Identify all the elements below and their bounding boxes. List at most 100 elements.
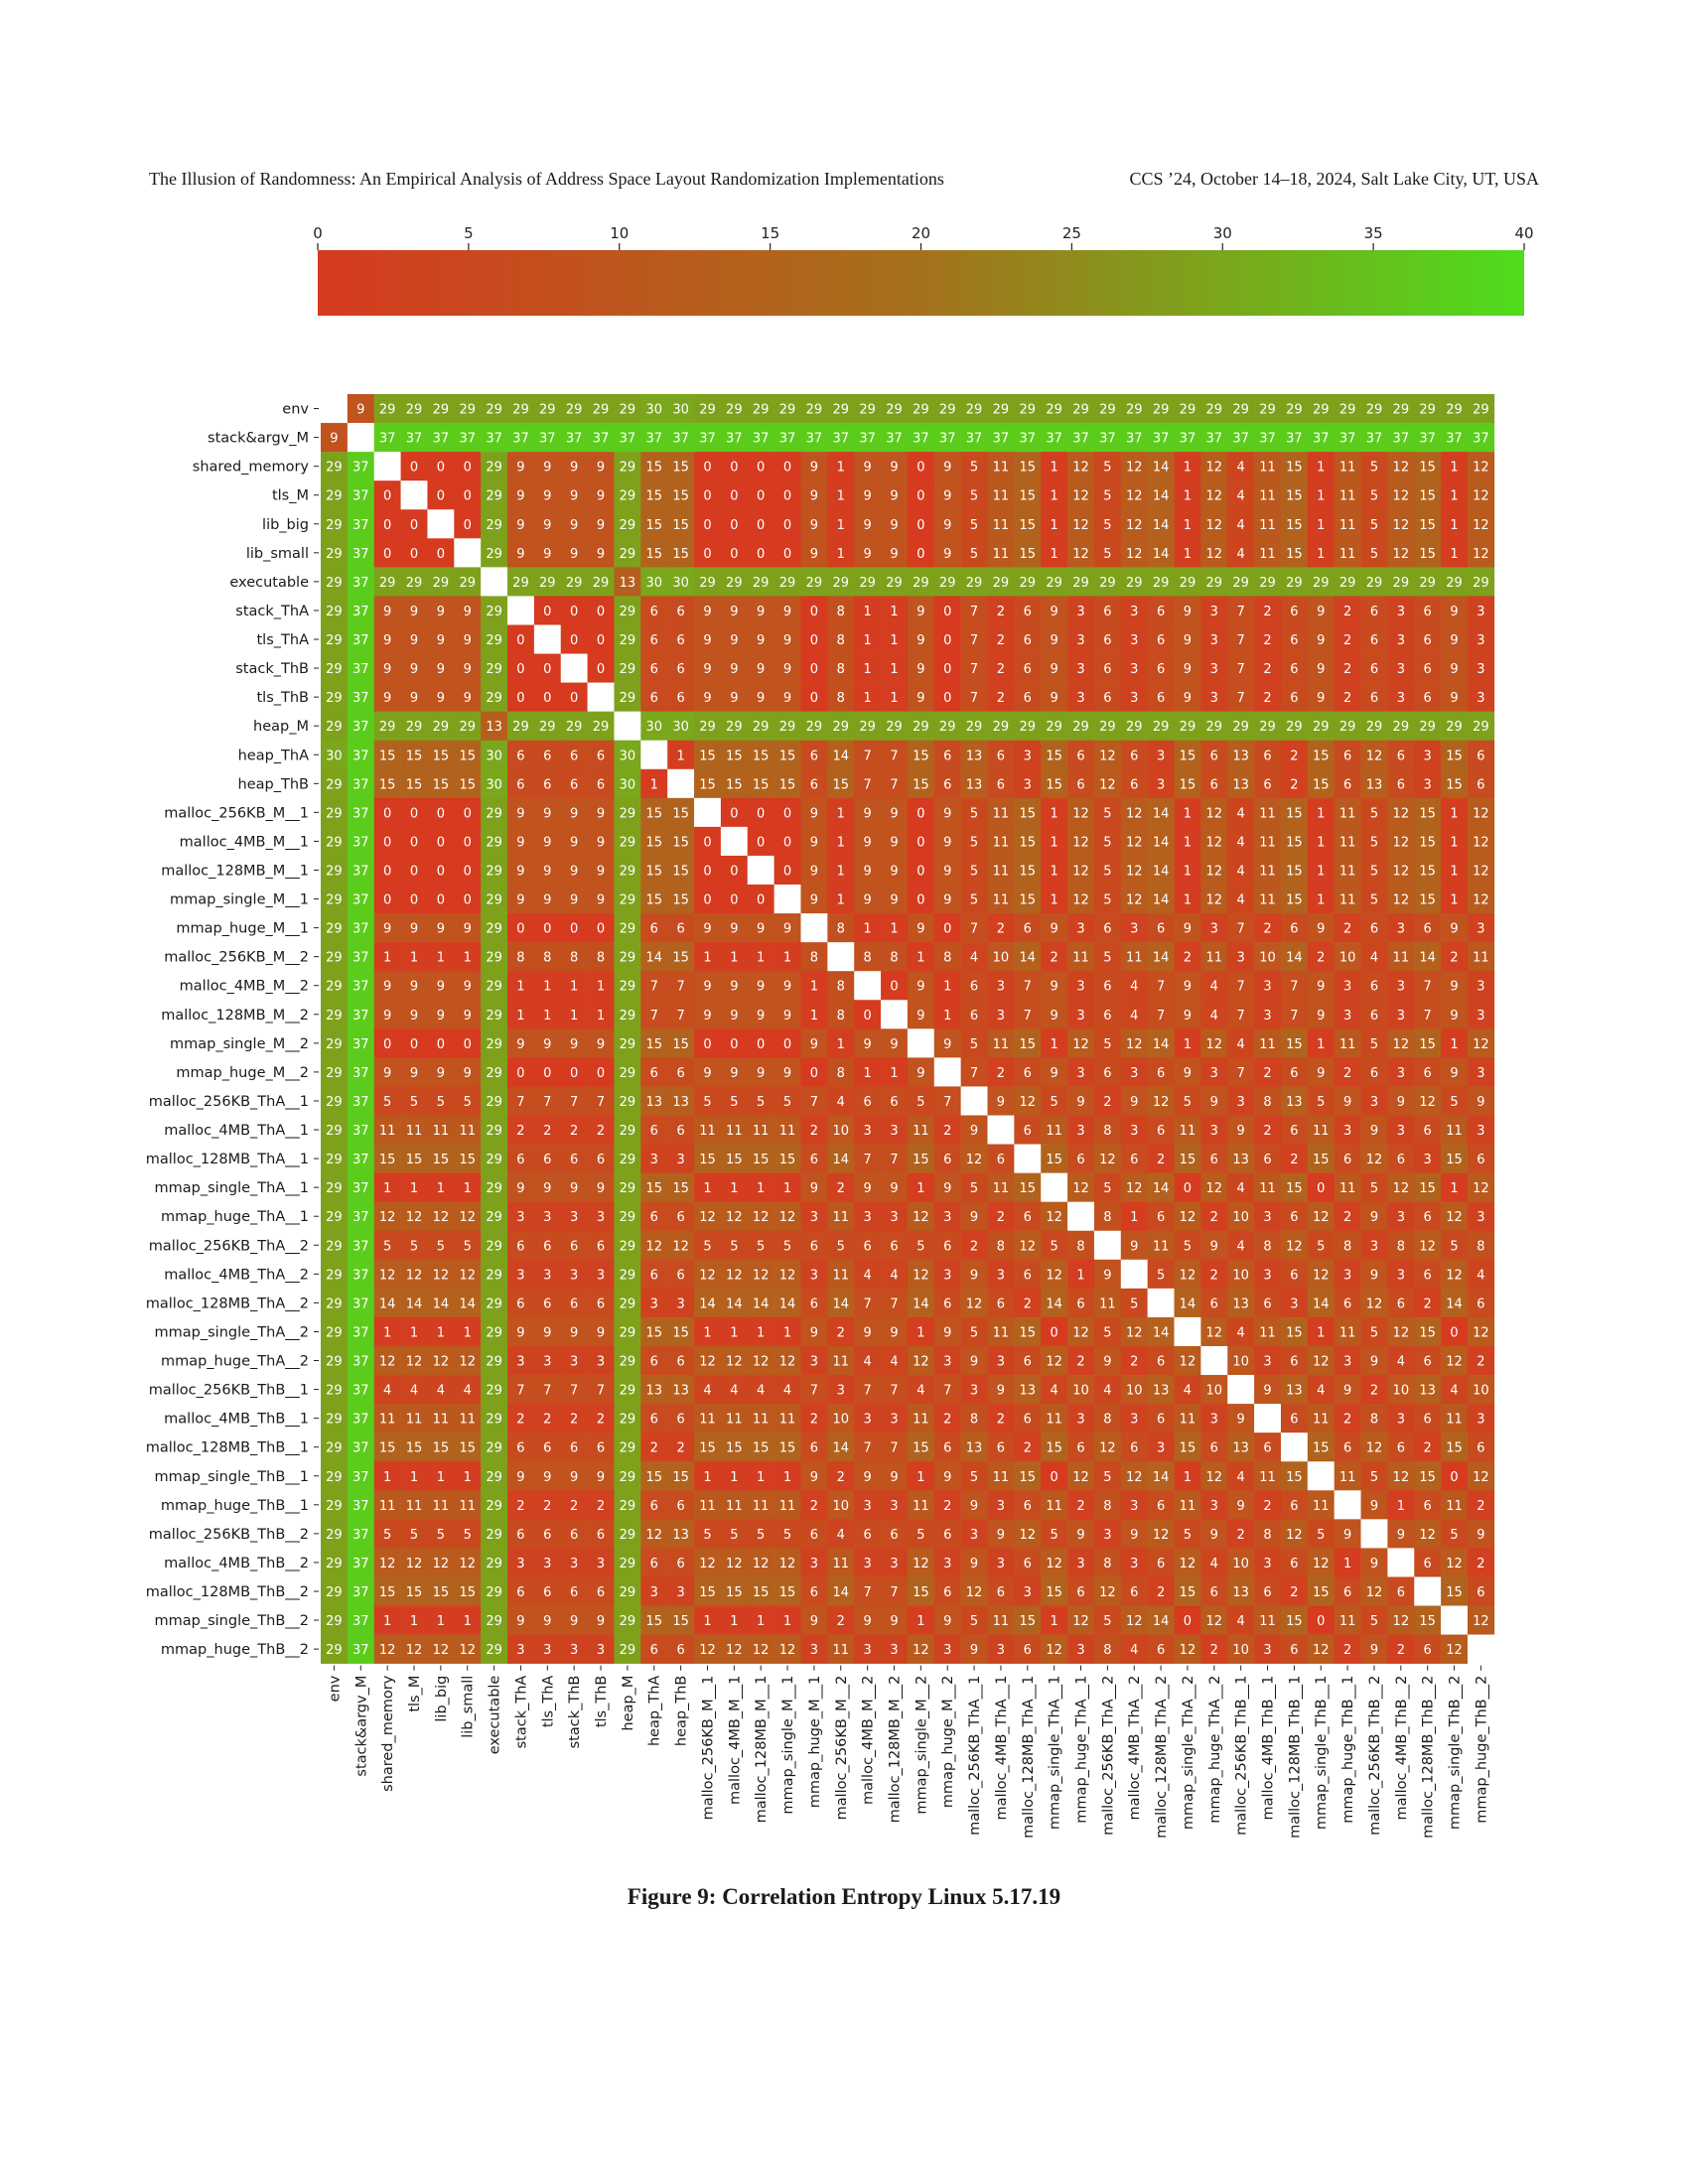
heatmap-cell bbox=[1280, 538, 1309, 568]
heatmap-cell-value: 8 bbox=[837, 605, 845, 619]
heatmap-cell-value: 37 bbox=[352, 951, 369, 966]
heatmap-cell bbox=[1200, 480, 1228, 510]
heatmap-cell bbox=[747, 538, 774, 568]
heatmap-cell-value: 12 bbox=[433, 1355, 450, 1370]
x-tick-label: malloc_128MB_ThB__1 bbox=[1287, 1676, 1303, 1839]
heatmap-cell-value: 37 bbox=[352, 605, 369, 619]
heatmap-cell-value: 3 bbox=[810, 1557, 818, 1571]
heatmap-cell-value: 12 bbox=[406, 1355, 423, 1370]
heatmap-cell-value: 3 bbox=[1076, 1643, 1084, 1658]
heatmap-cell bbox=[1041, 509, 1068, 539]
heatmap-cell-value: 6 bbox=[1157, 633, 1165, 648]
heatmap-cell-value: 37 bbox=[913, 432, 929, 447]
heatmap-cell-value: 6 bbox=[516, 1528, 524, 1543]
heatmap-cell bbox=[1387, 567, 1415, 597]
heatmap-cell-value: 9 bbox=[970, 1499, 978, 1514]
heatmap-cell-value: 12 bbox=[406, 1210, 423, 1225]
heatmap-cell-value: 15 bbox=[726, 777, 743, 792]
heatmap-cell-value: 11 bbox=[1046, 1413, 1062, 1428]
heatmap-cell-value: 9 bbox=[597, 806, 605, 821]
heatmap-cell-value: 9 bbox=[783, 980, 791, 995]
heatmap-cell-value: 37 bbox=[779, 432, 796, 447]
heatmap-cell-value: 9 bbox=[757, 605, 765, 619]
heatmap-cell bbox=[907, 452, 935, 481]
heatmap-cell-value: 5 bbox=[1103, 547, 1111, 562]
heatmap-cell-value: 2 bbox=[1450, 951, 1458, 966]
heatmap-cell-value: 1 bbox=[1317, 835, 1325, 850]
heatmap-cell-value: 29 bbox=[1072, 576, 1089, 591]
heatmap-cell-value: 1 bbox=[1397, 1499, 1405, 1514]
heatmap-cell bbox=[507, 538, 535, 568]
heatmap-cell-value: 6 bbox=[650, 1124, 658, 1139]
heatmap-cell-value: 4 bbox=[1237, 1325, 1245, 1340]
heatmap-cell-value: 9 bbox=[464, 1009, 472, 1024]
heatmap-cell-value: 7 bbox=[890, 1153, 898, 1167]
heatmap-cell-value: 3 bbox=[1424, 1153, 1432, 1167]
heatmap-cell-value: 8 bbox=[1343, 1239, 1351, 1254]
heatmap-cell-value: 2 bbox=[1263, 1499, 1271, 1514]
heatmap-cell-value: 29 bbox=[486, 1325, 502, 1340]
heatmap-cell-value: 5 bbox=[970, 893, 978, 908]
heatmap-cell-value: 37 bbox=[352, 1643, 369, 1658]
heatmap-cell-value: 15 bbox=[779, 1585, 796, 1600]
heatmap-cell-value: 9 bbox=[1317, 605, 1325, 619]
heatmap-cell-value: 3 bbox=[543, 1210, 551, 1225]
heatmap-cell-value: 2 bbox=[597, 1413, 605, 1428]
heatmap-cell-value: 37 bbox=[1286, 432, 1303, 447]
heatmap-cell-value: 12 bbox=[1072, 893, 1089, 908]
heatmap-cell-value: 15 bbox=[1020, 1037, 1037, 1052]
heatmap-cell bbox=[1014, 509, 1042, 539]
heatmap-cell-value: 6 bbox=[570, 1585, 578, 1600]
heatmap-cell-value: 9 bbox=[1370, 1355, 1378, 1370]
heatmap-cell-value: 12 bbox=[1446, 1643, 1463, 1658]
heatmap-cell-value: 5 bbox=[970, 518, 978, 533]
heatmap-cell-value: 29 bbox=[486, 1643, 502, 1658]
heatmap-cell-value: 1 bbox=[570, 1009, 578, 1024]
x-tick-label: malloc_256KB_M__2 bbox=[834, 1676, 850, 1821]
heatmap-cell-value: 7 bbox=[1237, 1066, 1245, 1081]
heatmap-cell-value: 9 bbox=[383, 633, 391, 648]
heatmap-cell-value: 6 bbox=[676, 1124, 684, 1139]
heatmap-cell-value: 9 bbox=[597, 864, 605, 879]
heatmap-cell-value: 14 bbox=[832, 1297, 849, 1311]
heatmap-cells: 9 29 29 29 29 29 29 29 29 29 29 30 30 29 29 29 29 29 29 29 2… bbox=[321, 394, 1495, 1664]
heatmap-cell-value: 13 bbox=[1232, 1585, 1249, 1600]
heatmap-cell-value: 15 bbox=[699, 777, 716, 792]
heatmap-cell-value: 12 bbox=[1393, 806, 1410, 821]
heatmap-cell-value: 9 bbox=[1076, 1095, 1084, 1110]
heatmap-cell-value: 15 bbox=[433, 1441, 450, 1456]
heatmap-cell bbox=[987, 567, 1015, 597]
heatmap-cell-value: 6 bbox=[1477, 1297, 1484, 1311]
heatmap-cell-value: 15 bbox=[406, 1585, 423, 1600]
heatmap-cell-value: 4 bbox=[1210, 1557, 1218, 1571]
heatmap-cell-value: 12 bbox=[1473, 1181, 1489, 1196]
heatmap-cell-value: 9 bbox=[1051, 1066, 1058, 1081]
heatmap-cell-value: 0 bbox=[383, 835, 391, 850]
heatmap-cell bbox=[321, 538, 349, 568]
heatmap-cell-value: 37 bbox=[433, 432, 450, 447]
heatmap-cell-value: 2 bbox=[837, 1181, 845, 1196]
heatmap-cell bbox=[933, 538, 961, 568]
heatmap-cell-value: 4 bbox=[1370, 951, 1378, 966]
heatmap-cell-value: 13 bbox=[966, 777, 983, 792]
heatmap-cell-value: 0 bbox=[863, 1009, 871, 1024]
heatmap-cell-value: 11 bbox=[1259, 835, 1276, 850]
heatmap-cell-value: 3 bbox=[863, 1124, 871, 1139]
heatmap-cell-value: 37 bbox=[1259, 432, 1276, 447]
heatmap-cell-value: 6 bbox=[997, 777, 1005, 792]
heatmap-cell-value: 9 bbox=[890, 835, 898, 850]
heatmap-cell-value: 6 bbox=[1370, 1066, 1378, 1081]
heatmap-cell-value: 3 bbox=[543, 1557, 551, 1571]
heatmap-cell-empty bbox=[481, 567, 508, 597]
y-tick-label: stack&argv_M bbox=[208, 431, 309, 447]
heatmap-cell-value: 37 bbox=[352, 489, 369, 504]
heatmap-cell-value: 0 bbox=[570, 922, 578, 937]
heatmap-cell-value: 12 bbox=[1206, 518, 1223, 533]
heatmap-cell-value: 6 bbox=[1210, 777, 1218, 792]
heatmap-cell-value: 9 bbox=[943, 1325, 951, 1340]
heatmap-cell-value: 0 bbox=[916, 806, 924, 821]
heatmap-cell-value: 12 bbox=[1393, 893, 1410, 908]
heatmap-cell-value: 29 bbox=[993, 576, 1010, 591]
heatmap-cell-value: 7 bbox=[1424, 1009, 1432, 1024]
heatmap-cell-value: 37 bbox=[993, 432, 1010, 447]
